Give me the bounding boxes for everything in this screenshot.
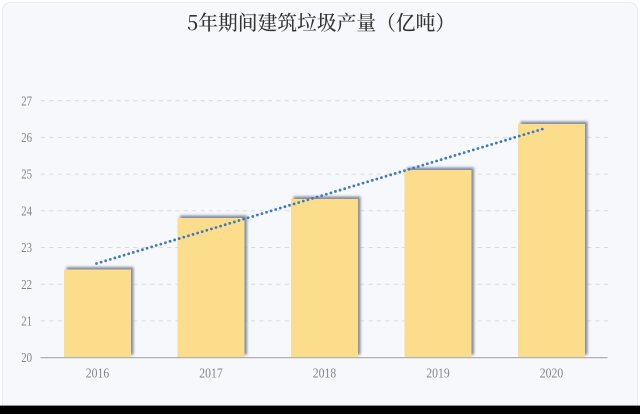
svg-text:25: 25 bbox=[21, 168, 32, 183]
svg-text:2018: 2018 bbox=[313, 367, 336, 382]
svg-text:2019: 2019 bbox=[426, 367, 449, 382]
svg-text:20: 20 bbox=[21, 351, 32, 366]
svg-text:2020: 2020 bbox=[540, 367, 563, 382]
svg-text:23: 23 bbox=[21, 241, 32, 256]
svg-text:2017: 2017 bbox=[199, 367, 222, 382]
svg-text:26: 26 bbox=[21, 131, 32, 146]
svg-text:22: 22 bbox=[21, 278, 32, 293]
svg-text:24: 24 bbox=[21, 204, 32, 219]
svg-text:27: 27 bbox=[21, 94, 32, 109]
svg-text:2016: 2016 bbox=[86, 367, 109, 382]
svg-text:21: 21 bbox=[21, 315, 32, 330]
